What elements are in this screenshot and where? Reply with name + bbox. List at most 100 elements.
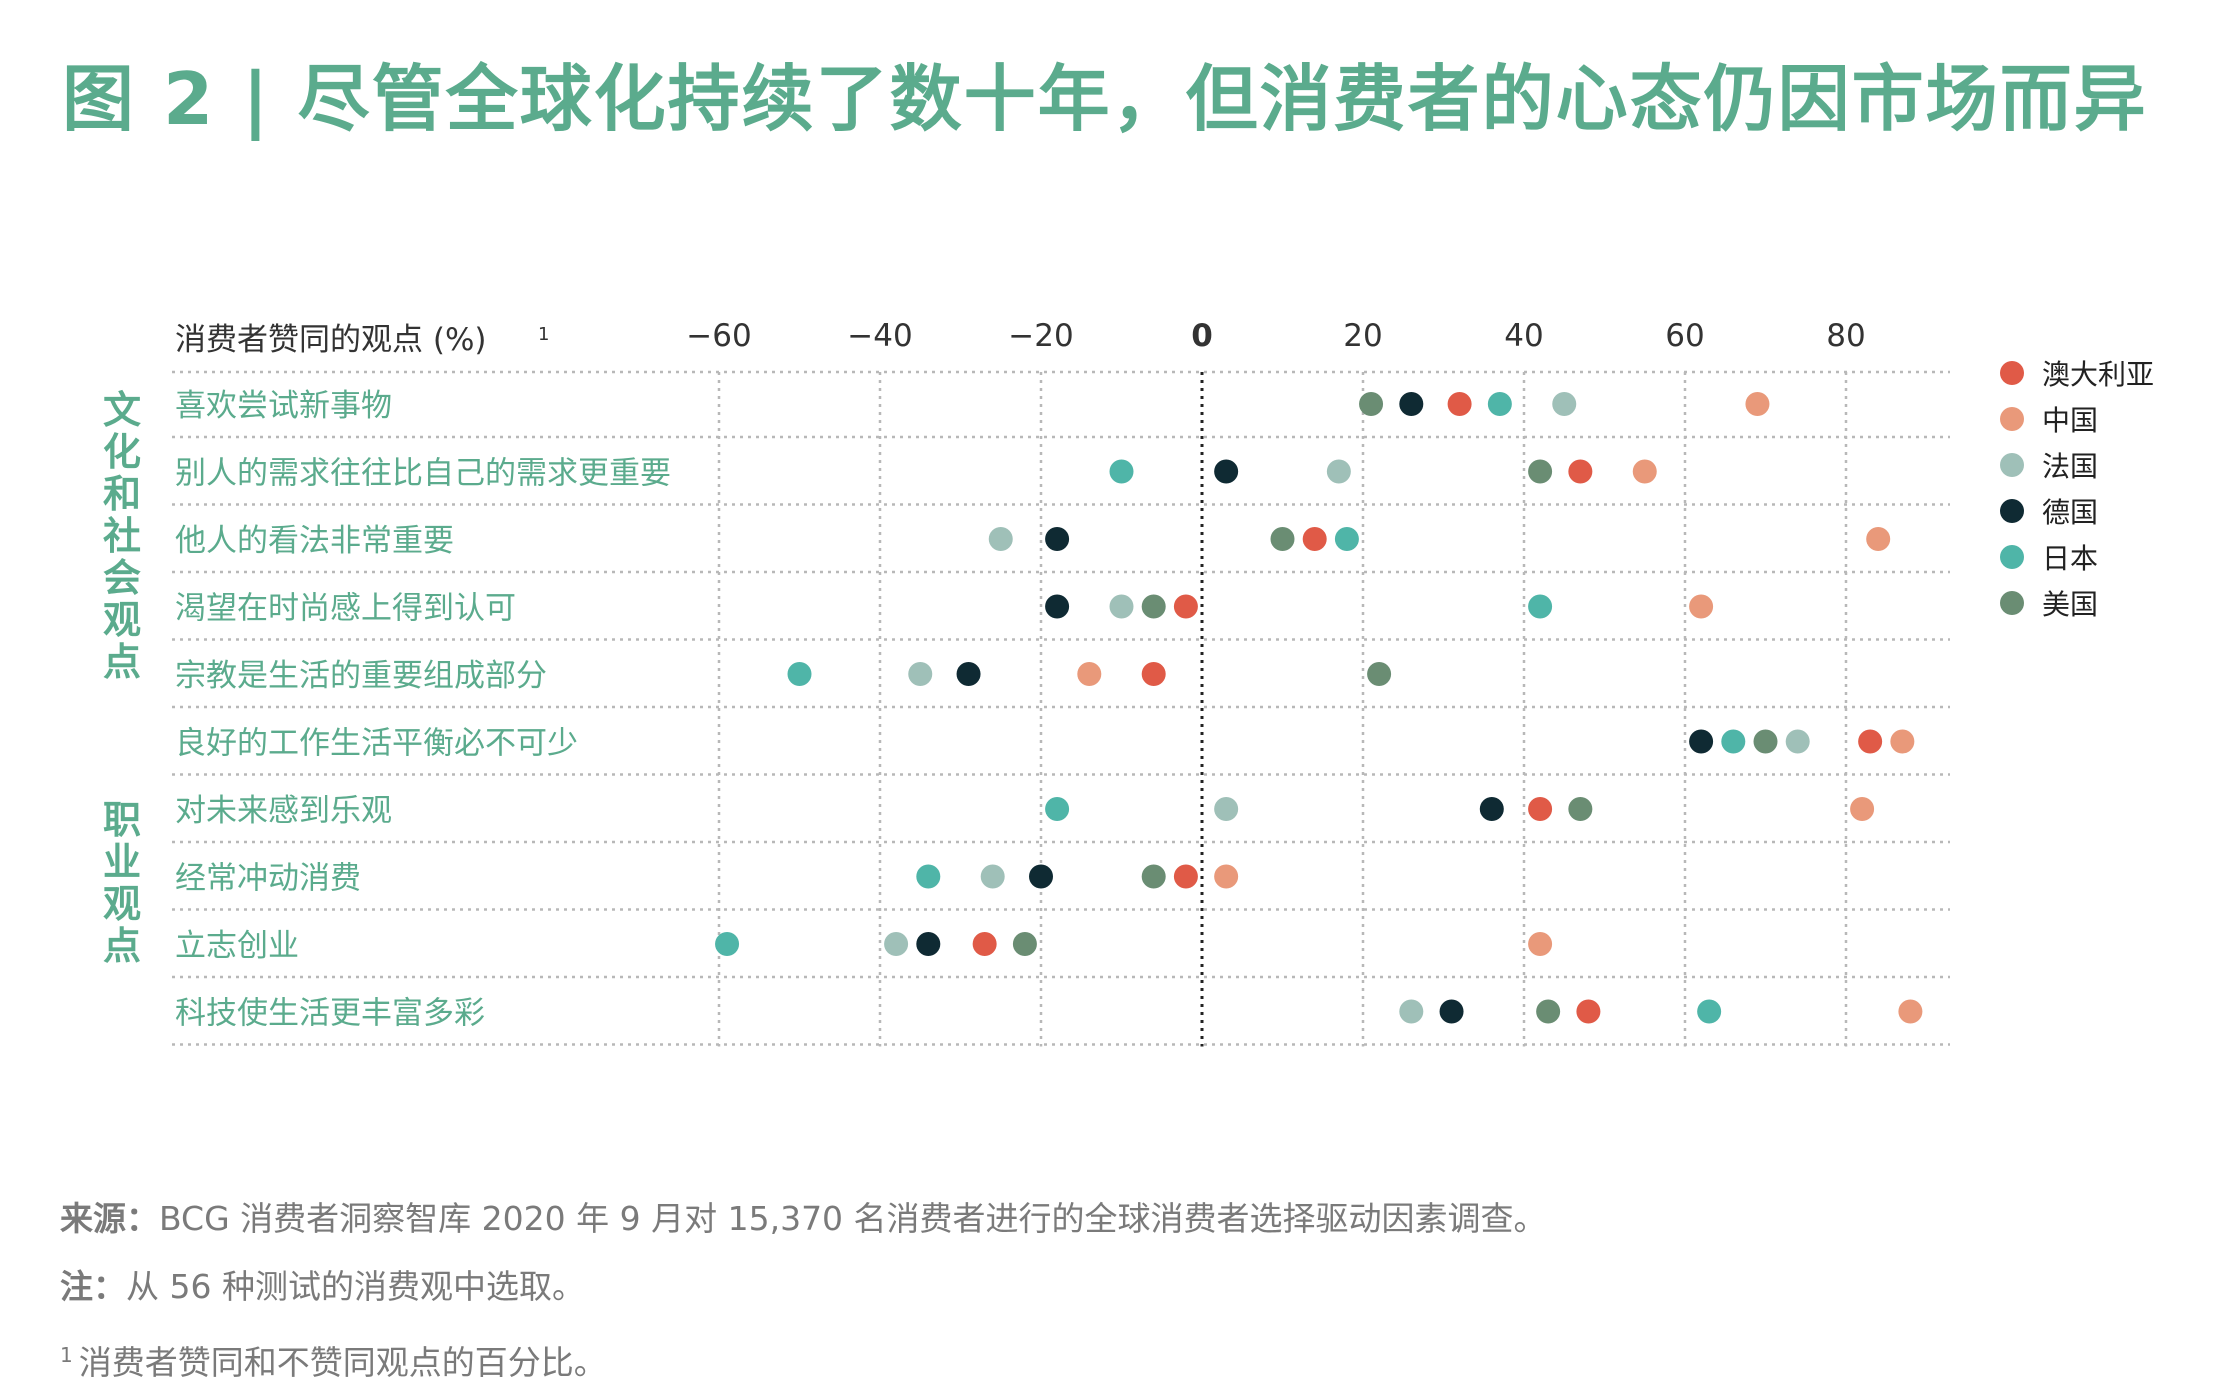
data-point <box>1632 459 1657 484</box>
data-point <box>1173 594 1198 619</box>
group-label-char: 观 <box>103 598 141 642</box>
legend-label: 法国 <box>2042 450 2099 483</box>
data-point <box>916 864 941 889</box>
legend-marker <box>2000 407 2024 431</box>
data-point <box>1576 999 1601 1024</box>
data-point <box>1866 527 1891 551</box>
data-point <box>1785 729 1810 754</box>
legend-label: 澳大利亚 <box>2042 358 2155 391</box>
legend-item: 法国 <box>2000 442 2154 488</box>
data-point <box>1359 392 1384 416</box>
tick-label: 80 <box>1826 318 1865 354</box>
data-point <box>1141 594 1166 619</box>
legend-label: 德国 <box>2042 496 2099 529</box>
data-point <box>1689 594 1714 619</box>
source-line: 来源：BCG 消费者洞察智库 2020 年 9 月对 15,370 名消费者进行… <box>60 1185 1547 1253</box>
data-point <box>1487 392 1512 416</box>
data-point <box>1850 797 1875 821</box>
data-point <box>1334 527 1359 551</box>
data-point <box>1367 662 1392 686</box>
data-point <box>1536 999 1561 1024</box>
category-label: 渴望在时尚感上得到认可 <box>175 591 516 627</box>
row-separators <box>172 370 1950 1046</box>
tick-label: −60 <box>686 318 751 354</box>
data-point <box>1141 864 1166 889</box>
data-point <box>1439 999 1464 1024</box>
data-point <box>1528 594 1553 619</box>
data-point <box>1214 459 1239 484</box>
dot-plot-chart: −60 −40 −20 0 20 40 60 80 消费者赞同的观点 (%) 1 文化和社会观… <box>103 318 1950 1047</box>
category-label: 宗教是生活的重要组成部分 <box>175 658 547 694</box>
data-point <box>1745 392 1770 416</box>
data-point <box>1214 864 1239 889</box>
note-label: 注： <box>60 1267 126 1306</box>
group-label-char: 社 <box>103 514 141 558</box>
data-point <box>1399 392 1424 416</box>
tick-label: 60 <box>1665 318 1704 354</box>
tick-label: 20 <box>1343 318 1382 354</box>
group-label-char: 会 <box>103 556 141 600</box>
legend-label: 日本 <box>2042 542 2099 575</box>
data-point <box>1898 999 1923 1024</box>
data-point <box>1141 662 1166 686</box>
category-label: 喜欢尝试新事物 <box>175 388 392 424</box>
data-point <box>1528 797 1553 821</box>
tick-label: −40 <box>847 318 912 354</box>
legend: 澳大利亚中国法国德国日本美国 <box>2000 350 2154 626</box>
data-point <box>980 864 1005 889</box>
x-axis-ticks: −60 −40 −20 0 20 40 60 80 <box>686 318 1865 354</box>
data-point <box>1689 729 1714 754</box>
source-label: 来源： <box>60 1199 159 1238</box>
data-point <box>972 932 997 956</box>
data-point <box>1697 999 1722 1024</box>
gridlines <box>717 372 1848 1047</box>
category-label: 立志创业 <box>175 928 299 964</box>
group-label-char: 业 <box>103 840 141 884</box>
source-text: BCG 消费者洞察智库 2020 年 9 月对 15,370 名消费者进行的全球… <box>159 1199 1547 1238</box>
chart-title: 图 2 | 尽管全球化持续了数十年，但消费者的心态仍因市场而异 <box>62 57 2148 141</box>
category-label: 别人的需求往往比自己的需求更重要 <box>175 456 671 492</box>
data-point <box>1270 527 1295 551</box>
legend-item: 中国 <box>2000 396 2154 442</box>
data-point <box>787 662 812 686</box>
data-point <box>1568 459 1593 484</box>
data-point <box>1214 797 1239 821</box>
legend-marker <box>2000 591 2024 615</box>
group-label-char: 点 <box>103 924 141 968</box>
axis-label-group: 消费者赞同的观点 (%) 1 <box>175 322 549 358</box>
group-label-char: 点 <box>103 640 141 684</box>
group-label-char: 职 <box>103 798 141 842</box>
category-label: 对未来感到乐观 <box>175 793 392 829</box>
data-point <box>1753 729 1778 754</box>
legend-item: 澳大利亚 <box>2000 350 2154 396</box>
note-text: 从 56 种测试的消费观中选取。 <box>126 1267 585 1306</box>
data-point <box>1890 729 1915 754</box>
data-point <box>1045 527 1070 551</box>
footnote-line: 1 消费者赞同和不赞同观点的百分比。 <box>60 1321 1547 1389</box>
legend-marker <box>2000 361 2024 385</box>
data-point <box>715 932 740 956</box>
data-point <box>1045 594 1070 619</box>
data-point <box>1399 999 1424 1024</box>
data-point <box>1012 932 1037 956</box>
data-point <box>1858 729 1883 754</box>
footnote-superscript: 1 <box>60 1343 73 1367</box>
data-point <box>1045 797 1070 821</box>
legend-label: 美国 <box>2042 588 2099 621</box>
category-label: 科技使生活更丰富多彩 <box>175 996 485 1032</box>
tick-label: −20 <box>1008 318 1073 354</box>
legend-marker <box>2000 453 2024 477</box>
footer: 来源：BCG 消费者洞察智库 2020 年 9 月对 15,370 名消费者进行… <box>60 1185 1547 1389</box>
data-point <box>1173 864 1198 889</box>
data-point <box>884 932 909 956</box>
category-label: 良好的工作生活平衡必不可少 <box>175 726 578 762</box>
legend-item: 美国 <box>2000 580 2154 626</box>
tick-label: 40 <box>1504 318 1543 354</box>
legend-item: 德国 <box>2000 488 2154 534</box>
axis-label: 消费者赞同的观点 (%) <box>175 322 487 358</box>
data-point <box>1029 864 1053 889</box>
tick-label: 0 <box>1191 318 1213 354</box>
data-points <box>715 392 1923 1024</box>
legend-item: 日本 <box>2000 534 2154 580</box>
data-point <box>1326 459 1351 484</box>
